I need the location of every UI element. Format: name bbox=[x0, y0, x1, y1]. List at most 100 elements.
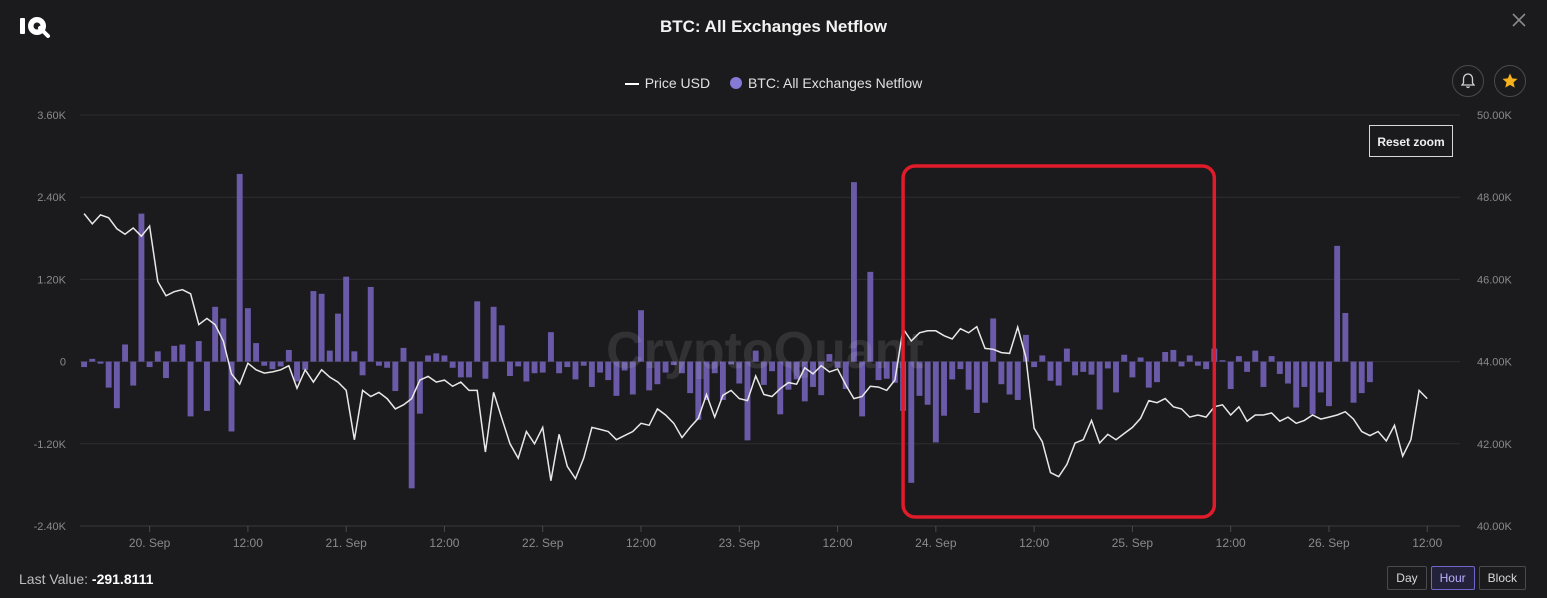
reset-zoom-button[interactable]: Reset zoom bbox=[1369, 125, 1453, 157]
netflow-bar bbox=[1366, 361, 1373, 383]
y-left-tick-label: 1.20K bbox=[37, 274, 66, 286]
netflow-bar bbox=[1342, 312, 1349, 362]
netflow-bar bbox=[1072, 361, 1079, 376]
netflow-bar bbox=[1055, 361, 1062, 386]
netflow-bar bbox=[916, 361, 923, 396]
netflow-bar bbox=[1219, 360, 1226, 362]
netflow-bar bbox=[965, 361, 972, 390]
netflow-bar bbox=[1309, 361, 1316, 415]
netflow-bar bbox=[122, 344, 128, 362]
netflow-bar bbox=[1063, 348, 1070, 362]
highlight-box bbox=[901, 164, 1217, 519]
star-icon bbox=[1502, 73, 1518, 88]
netflow-bar bbox=[1170, 349, 1177, 362]
netflow-bar bbox=[294, 361, 300, 382]
line-icon bbox=[624, 83, 639, 86]
netflow-bar bbox=[736, 361, 743, 384]
netflow-bar bbox=[588, 361, 595, 387]
netflow-bar bbox=[859, 361, 866, 417]
netflow-bar bbox=[818, 361, 825, 396]
legend-item-price[interactable]: Price USD bbox=[624, 75, 710, 91]
netflow-bar bbox=[1358, 361, 1365, 394]
netflow-bar bbox=[908, 361, 915, 483]
netflow-bar bbox=[580, 361, 587, 366]
x-tick-label: 23. Sep bbox=[719, 536, 761, 550]
netflow-bar bbox=[113, 361, 120, 409]
netflow-bar bbox=[547, 332, 554, 362]
x-tick-label: 24. Sep bbox=[915, 536, 957, 550]
dot-icon bbox=[729, 77, 742, 90]
netflow-bar bbox=[1235, 356, 1242, 362]
netflow-bar bbox=[212, 306, 219, 362]
y-right-tick-label: 46.00K bbox=[1477, 274, 1513, 286]
netflow-bar bbox=[179, 344, 186, 362]
netflow-bar bbox=[146, 361, 153, 368]
grid-lines bbox=[80, 114, 1460, 527]
x-tick-label: 12:00 bbox=[1412, 536, 1442, 550]
netflow-bar bbox=[507, 361, 513, 376]
netflow-bar bbox=[1113, 361, 1119, 393]
netflow-bar bbox=[1350, 361, 1357, 403]
y-left-tick-label: 3.60K bbox=[37, 110, 66, 122]
netflow-bar bbox=[416, 361, 423, 414]
netflow-bar bbox=[1276, 361, 1283, 374]
netflow-bar bbox=[367, 286, 374, 362]
netflow-bar bbox=[253, 343, 260, 362]
netflow-bar bbox=[1301, 361, 1308, 387]
netflow-bar bbox=[826, 354, 833, 362]
netflow-bar bbox=[97, 361, 104, 364]
netflow-bar bbox=[359, 361, 366, 376]
netflow-bar bbox=[1088, 361, 1095, 375]
netflow-bar bbox=[138, 213, 145, 362]
netflow-bar bbox=[1227, 361, 1234, 389]
resolution-block-button[interactable]: Block bbox=[1478, 566, 1526, 590]
netflow-bar bbox=[867, 271, 874, 362]
netflow-bar bbox=[1039, 355, 1046, 362]
netflow-bar bbox=[728, 361, 735, 365]
y-right-tick-label: 40.00K bbox=[1477, 521, 1513, 533]
netflow-bar bbox=[187, 361, 194, 417]
netflow-bars bbox=[81, 173, 1373, 489]
netflow-bar bbox=[425, 355, 432, 362]
netflow-bar bbox=[760, 361, 767, 385]
netflow-bar bbox=[326, 350, 333, 362]
netflow-bar bbox=[81, 361, 88, 368]
resolution-hour-button[interactable]: Hour bbox=[1430, 566, 1475, 590]
netflow-bar bbox=[941, 361, 947, 416]
netflow-bar bbox=[834, 361, 841, 368]
x-tick-label: 26. Sep bbox=[1308, 536, 1350, 550]
x-tick-label: 12:00 bbox=[1019, 536, 1049, 550]
netflow-bar bbox=[89, 358, 96, 362]
netflow-bar bbox=[982, 361, 988, 403]
netflow-bar bbox=[375, 361, 382, 366]
chart-legend: Price USD BTC: All Exchanges Netflow bbox=[0, 75, 1547, 91]
netflow-bar bbox=[105, 361, 112, 388]
netflow-bar bbox=[556, 361, 563, 374]
resolution-day-button[interactable]: Day bbox=[1387, 566, 1427, 590]
x-tick-label: 25. Sep bbox=[1112, 536, 1154, 550]
netflow-bar bbox=[670, 361, 677, 366]
close-icon[interactable] bbox=[1509, 10, 1529, 30]
netflow-bar bbox=[1121, 354, 1128, 362]
netflow-bar bbox=[785, 361, 792, 390]
last-value-label: Last Value: bbox=[19, 571, 89, 587]
netflow-bar bbox=[883, 361, 890, 379]
legend-item-netflow[interactable]: BTC: All Exchanges Netflow bbox=[729, 75, 922, 91]
netflow-bar bbox=[154, 351, 161, 362]
netflow-bar bbox=[408, 361, 415, 489]
netflow-bar bbox=[973, 361, 980, 413]
favorite-star-button[interactable] bbox=[1494, 65, 1526, 97]
netflow-bar bbox=[1293, 361, 1300, 408]
netflow-bar bbox=[719, 361, 726, 400]
netflow-bar bbox=[752, 350, 759, 362]
netflow-bar bbox=[703, 361, 710, 400]
netflow-bar bbox=[457, 361, 464, 378]
netflow-bar bbox=[629, 361, 636, 395]
x-tick-label: 12:00 bbox=[823, 536, 853, 550]
netflow-bar bbox=[244, 308, 251, 362]
alert-bell-button[interactable] bbox=[1452, 65, 1484, 97]
netflow-bar bbox=[924, 361, 931, 405]
netflow-bar bbox=[711, 361, 718, 374]
netflow-bar bbox=[163, 361, 169, 379]
